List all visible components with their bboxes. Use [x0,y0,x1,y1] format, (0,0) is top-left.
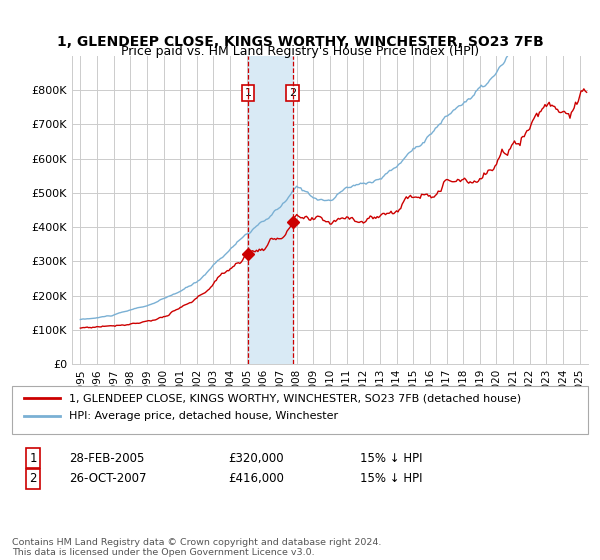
Text: HPI: Average price, detached house, Winchester: HPI: Average price, detached house, Winc… [69,410,338,421]
Text: 1, GLENDEEP CLOSE, KINGS WORTHY, WINCHESTER, SO23 7FB (detached house): 1, GLENDEEP CLOSE, KINGS WORTHY, WINCHES… [69,393,521,403]
Text: 1: 1 [245,88,251,98]
Text: 15% ↓ HPI: 15% ↓ HPI [360,451,422,465]
Text: 1: 1 [29,451,37,465]
Text: 2: 2 [29,472,37,486]
Text: £416,000: £416,000 [228,472,284,486]
Text: 26-OCT-2007: 26-OCT-2007 [69,472,146,486]
Text: 15% ↓ HPI: 15% ↓ HPI [360,472,422,486]
Bar [248,56,293,364]
Text: 2: 2 [289,88,296,98]
Text: 28-FEB-2005: 28-FEB-2005 [69,451,145,465]
Text: £320,000: £320,000 [228,451,284,465]
Text: Contains HM Land Registry data © Crown copyright and database right 2024.
This d: Contains HM Land Registry data © Crown c… [12,538,382,557]
Text: Price paid vs. HM Land Registry's House Price Index (HPI): Price paid vs. HM Land Registry's House … [121,45,479,58]
Text: 1, GLENDEEP CLOSE, KINGS WORTHY, WINCHESTER, SO23 7FB: 1, GLENDEEP CLOSE, KINGS WORTHY, WINCHES… [56,35,544,49]
